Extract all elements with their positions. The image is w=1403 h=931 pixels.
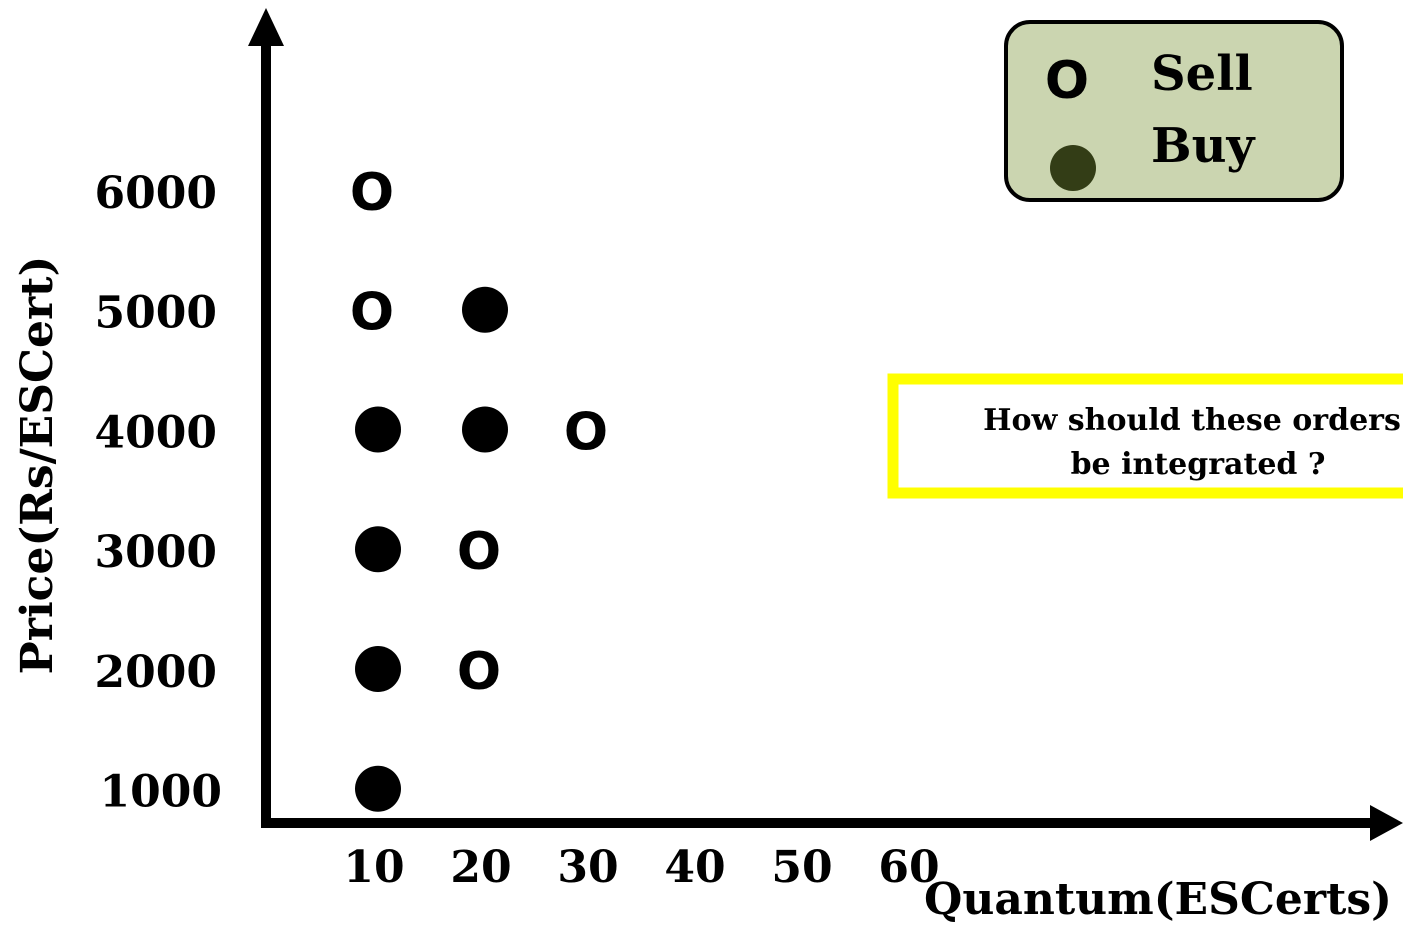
y-tick-label: 5000 xyxy=(95,288,217,339)
y-tick-label: 4000 xyxy=(95,407,217,458)
y-tick-label: 2000 xyxy=(95,647,217,698)
legend-buy-label: Buy xyxy=(1151,118,1256,174)
legend-sell-label: Sell xyxy=(1151,46,1253,102)
question-callout: How should these orders be integrated ? xyxy=(887,373,1403,499)
x-axis-label: Quantum(ESCerts) xyxy=(924,874,1392,925)
sell-point: O xyxy=(457,642,501,702)
y-axis-label: Price(Rs/ESCert) xyxy=(12,256,63,675)
y-axis-arrow xyxy=(248,8,284,46)
sell-point: O xyxy=(350,283,394,343)
callout-line-2: be integrated ? xyxy=(1071,447,1326,482)
y-tick-label: 3000 xyxy=(95,527,217,578)
x-tick-label: 10 xyxy=(343,842,404,893)
sell-point: O xyxy=(350,163,394,223)
buy-point xyxy=(355,645,401,692)
legend: O Sell Buy xyxy=(1004,20,1344,202)
callout-line-1: How should these orders xyxy=(983,403,1401,438)
x-tick-label: 30 xyxy=(557,842,618,893)
sell-point: O xyxy=(457,522,501,582)
legend-buy-marker xyxy=(1050,145,1096,191)
y-tick-label: 1000 xyxy=(100,767,222,818)
x-tick-label: 60 xyxy=(878,842,939,893)
y-tick-label: 6000 xyxy=(95,168,217,219)
x-tick-label: 40 xyxy=(664,842,725,893)
sell-point: O xyxy=(564,402,608,462)
x-axis-arrow xyxy=(1370,805,1403,841)
legend-sell-symbol: O xyxy=(1045,51,1089,111)
y-tick-labels: 1000 2000 3000 4000 5000 6000 xyxy=(95,168,222,818)
buy-point xyxy=(462,406,508,453)
x-tick-label: 50 xyxy=(771,842,832,893)
x-tick-label: 20 xyxy=(450,842,511,893)
buy-point xyxy=(462,286,508,333)
buy-point xyxy=(355,526,401,573)
buy-point xyxy=(355,406,401,453)
x-tick-labels: 10 20 30 40 50 60 xyxy=(343,842,939,893)
buy-point xyxy=(355,765,401,812)
callout-box xyxy=(887,373,1403,499)
